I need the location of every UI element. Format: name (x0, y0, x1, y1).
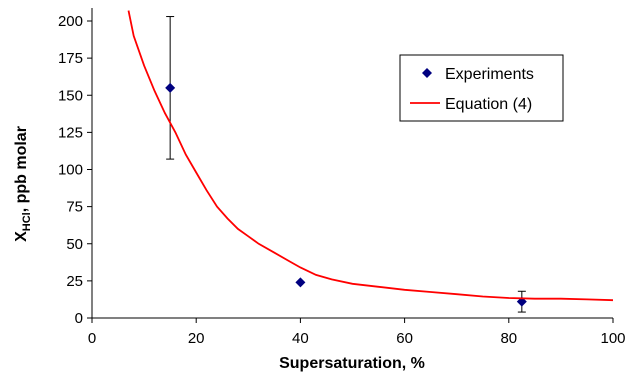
y-axis-title-suffix: , ppb molar (13, 126, 30, 212)
legend-experiments-marker (422, 68, 432, 78)
legend: Experiments Equation (4) (399, 54, 564, 122)
y-axis-title-main: X (13, 231, 30, 242)
y-tick-label: 100 (58, 162, 83, 179)
series-layer (127, 10, 614, 313)
y-axis-title: XHCl, ppb molar (13, 126, 33, 242)
x-ticks: 0 20 40 60 80 100 (88, 318, 626, 347)
plot-area: 0 25 50 75 100 125 150 175 200 0 20 40 60 80 100 (58, 8, 626, 347)
y-tick-label: 75 (66, 199, 83, 216)
x-tick-label: 20 (188, 330, 205, 347)
experiment-point (295, 277, 306, 288)
y-tick-label: 150 (58, 87, 83, 104)
y-tick-label: 25 (66, 273, 83, 290)
legend-box (399, 54, 564, 122)
x-axis-title: Supersaturation, % (279, 355, 425, 372)
x-tick-label: 40 (292, 330, 309, 347)
y-tick-label: 125 (58, 124, 83, 141)
x-tick-label: 80 (500, 330, 517, 347)
equation-curve (127, 10, 614, 302)
legend-equation-label: Equation (4) (445, 96, 532, 113)
x-tick-label: 60 (396, 330, 413, 347)
y-tick-label: 200 (58, 13, 83, 30)
y-tick-label: 175 (58, 50, 83, 67)
y-tick-label: 0 (75, 310, 83, 327)
x-tick-label: 100 (600, 330, 625, 347)
legend-experiments-label: Experiments (445, 66, 534, 83)
experiment-point (165, 82, 176, 93)
y-tick-label: 50 (66, 236, 83, 253)
x-tick-label: 0 (88, 330, 96, 347)
y-ticks: 0 25 50 75 100 125 150 175 200 (58, 13, 92, 327)
y-axis-title-subscript: HCl (21, 212, 33, 231)
